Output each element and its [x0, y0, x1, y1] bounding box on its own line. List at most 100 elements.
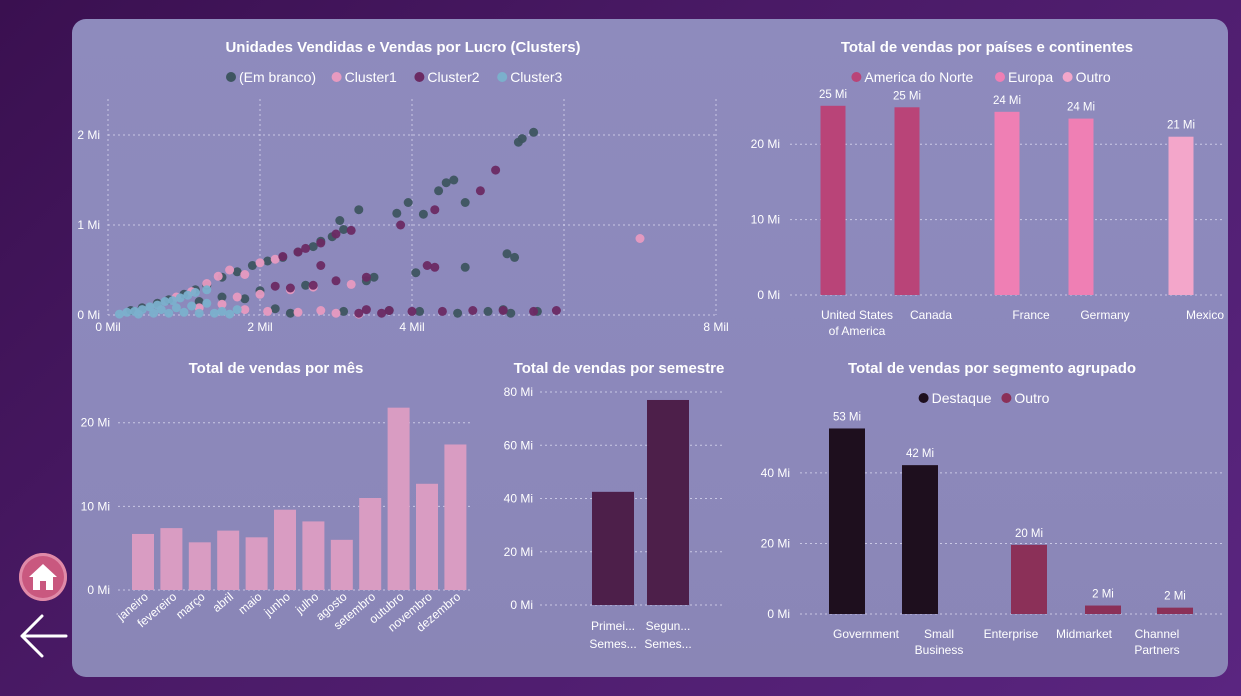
scatter-point[interactable] — [430, 205, 440, 215]
scatter-point[interactable] — [434, 186, 444, 196]
scatter-point[interactable] — [346, 279, 356, 289]
month-bar[interactable] — [274, 509, 296, 590]
scatter-point[interactable] — [510, 252, 520, 262]
segment-bar[interactable] — [1011, 544, 1047, 614]
scatter-point[interactable] — [217, 299, 227, 309]
scatter-point[interactable] — [506, 308, 516, 318]
scatter-point[interactable] — [190, 288, 200, 297]
semester-chart[interactable]: Total de vendas por semestre 0 Mi 20 Mi 40… — [504, 360, 725, 651]
scatter-point[interactable] — [377, 308, 387, 318]
semester-bar[interactable] — [647, 399, 689, 605]
scatter-point[interactable] — [308, 280, 318, 290]
legend-label[interactable]: Outro — [1076, 69, 1111, 85]
scatter-point[interactable] — [202, 279, 212, 288]
scatter-point[interactable] — [392, 208, 402, 218]
legend-label[interactable]: Outro — [1014, 390, 1049, 406]
scatter-point[interactable] — [475, 186, 485, 196]
scatter-point[interactable] — [460, 198, 470, 207]
scatter-point[interactable] — [194, 297, 204, 306]
scatter-point[interactable] — [255, 258, 265, 268]
scatter-point[interactable] — [502, 249, 512, 259]
scatter-points[interactable] — [114, 127, 645, 319]
scatter-point[interactable] — [418, 209, 428, 219]
scatter-point[interactable] — [225, 265, 235, 275]
scatter-point[interactable] — [217, 292, 227, 302]
scatter-point[interactable] — [149, 308, 159, 318]
segment-bar[interactable] — [1157, 607, 1193, 614]
scatter-point[interactable] — [407, 306, 417, 316]
scatter-point[interactable] — [316, 261, 326, 270]
scatter-point[interactable] — [384, 306, 394, 315]
scatter-point[interactable] — [187, 301, 197, 311]
scatter-point[interactable] — [156, 305, 166, 315]
legend-label[interactable]: America do Norte — [864, 69, 973, 85]
legend-label[interactable]: (Em branco) — [239, 69, 316, 85]
scatter-point[interactable] — [468, 306, 478, 315]
scatter-point[interactable] — [331, 308, 341, 318]
segments-legend[interactable]: Destaque Outro — [918, 390, 1050, 406]
scatter-legend[interactable]: (Em branco) Cluster1 Cluster2 Cluster3 — [226, 69, 563, 85]
countries-bars[interactable]: 25 Mi United States of America 25 Mi Canada 2… — [819, 89, 1224, 338]
scatter-point[interactable] — [194, 308, 204, 318]
scatter-point[interactable] — [430, 262, 440, 272]
scatter-point[interactable] — [331, 276, 341, 286]
scatter-point[interactable] — [270, 304, 280, 314]
legend-marker[interactable] — [331, 72, 342, 82]
month-bar[interactable] — [387, 407, 410, 590]
scatter-point[interactable] — [339, 225, 349, 234]
legend-marker[interactable] — [995, 72, 1005, 82]
scatter-point[interactable] — [483, 306, 493, 316]
scatter-point[interactable] — [240, 305, 250, 315]
scatter-point[interactable] — [551, 306, 561, 315]
scatter-point[interactable] — [422, 261, 432, 270]
country-bar[interactable] — [1168, 136, 1194, 295]
semester-bar[interactable] — [592, 491, 634, 605]
scatter-point[interactable] — [361, 272, 371, 282]
legend-marker[interactable] — [851, 72, 862, 82]
legend-marker[interactable] — [497, 72, 508, 82]
scatter-point[interactable] — [270, 281, 280, 291]
semester-bars[interactable]: Primei... Semes... Segun... Semes... — [589, 399, 692, 651]
month-bar[interactable] — [132, 533, 154, 590]
country-bar[interactable] — [894, 107, 920, 296]
scatter-point[interactable] — [635, 234, 645, 243]
country-bar[interactable] — [994, 111, 1020, 295]
legend-marker[interactable] — [1001, 393, 1012, 403]
scatter-point[interactable] — [441, 178, 451, 188]
scatter-point[interactable] — [213, 271, 223, 281]
scatter-point[interactable] — [175, 293, 185, 303]
scatter-point[interactable] — [339, 306, 349, 316]
scatter-point[interactable] — [225, 309, 235, 319]
scatter-point[interactable] — [335, 216, 345, 225]
scatter-point[interactable] — [517, 134, 527, 144]
scatter-point[interactable] — [529, 127, 539, 137]
countries-legend[interactable]: America do Norte Europa Outro — [851, 69, 1111, 85]
scatter-point[interactable] — [316, 238, 326, 248]
legend-marker[interactable] — [414, 72, 425, 82]
legend-label[interactable]: Cluster3 — [510, 69, 562, 85]
scatter-point[interactable] — [240, 294, 250, 304]
scatter-chart[interactable]: Unidades Vendidas e Vendas por Lucro (Cl… — [77, 39, 728, 334]
scatter-point[interactable] — [498, 306, 508, 315]
scatter-point[interactable] — [411, 268, 421, 278]
month-bar[interactable] — [444, 444, 467, 590]
scatter-point[interactable] — [293, 247, 303, 257]
scatter-point[interactable] — [179, 307, 189, 317]
scatter-point[interactable] — [217, 306, 227, 316]
scatter-point[interactable] — [255, 289, 265, 299]
month-bar[interactable] — [302, 521, 325, 590]
scatter-point[interactable] — [202, 285, 212, 295]
scatter-point[interactable] — [301, 280, 311, 290]
scatter-point[interactable] — [331, 229, 341, 239]
scatter-point[interactable] — [449, 175, 459, 185]
scatter-point[interactable] — [232, 305, 242, 315]
scatter-point[interactable] — [202, 298, 212, 308]
legend-marker[interactable] — [226, 72, 236, 82]
scatter-point[interactable] — [285, 308, 295, 318]
scatter-point[interactable] — [232, 267, 242, 277]
scatter-point[interactable] — [346, 225, 356, 235]
scatter-point[interactable] — [369, 272, 379, 282]
scatter-point[interactable] — [209, 308, 219, 318]
scatter-point[interactable] — [460, 262, 470, 272]
